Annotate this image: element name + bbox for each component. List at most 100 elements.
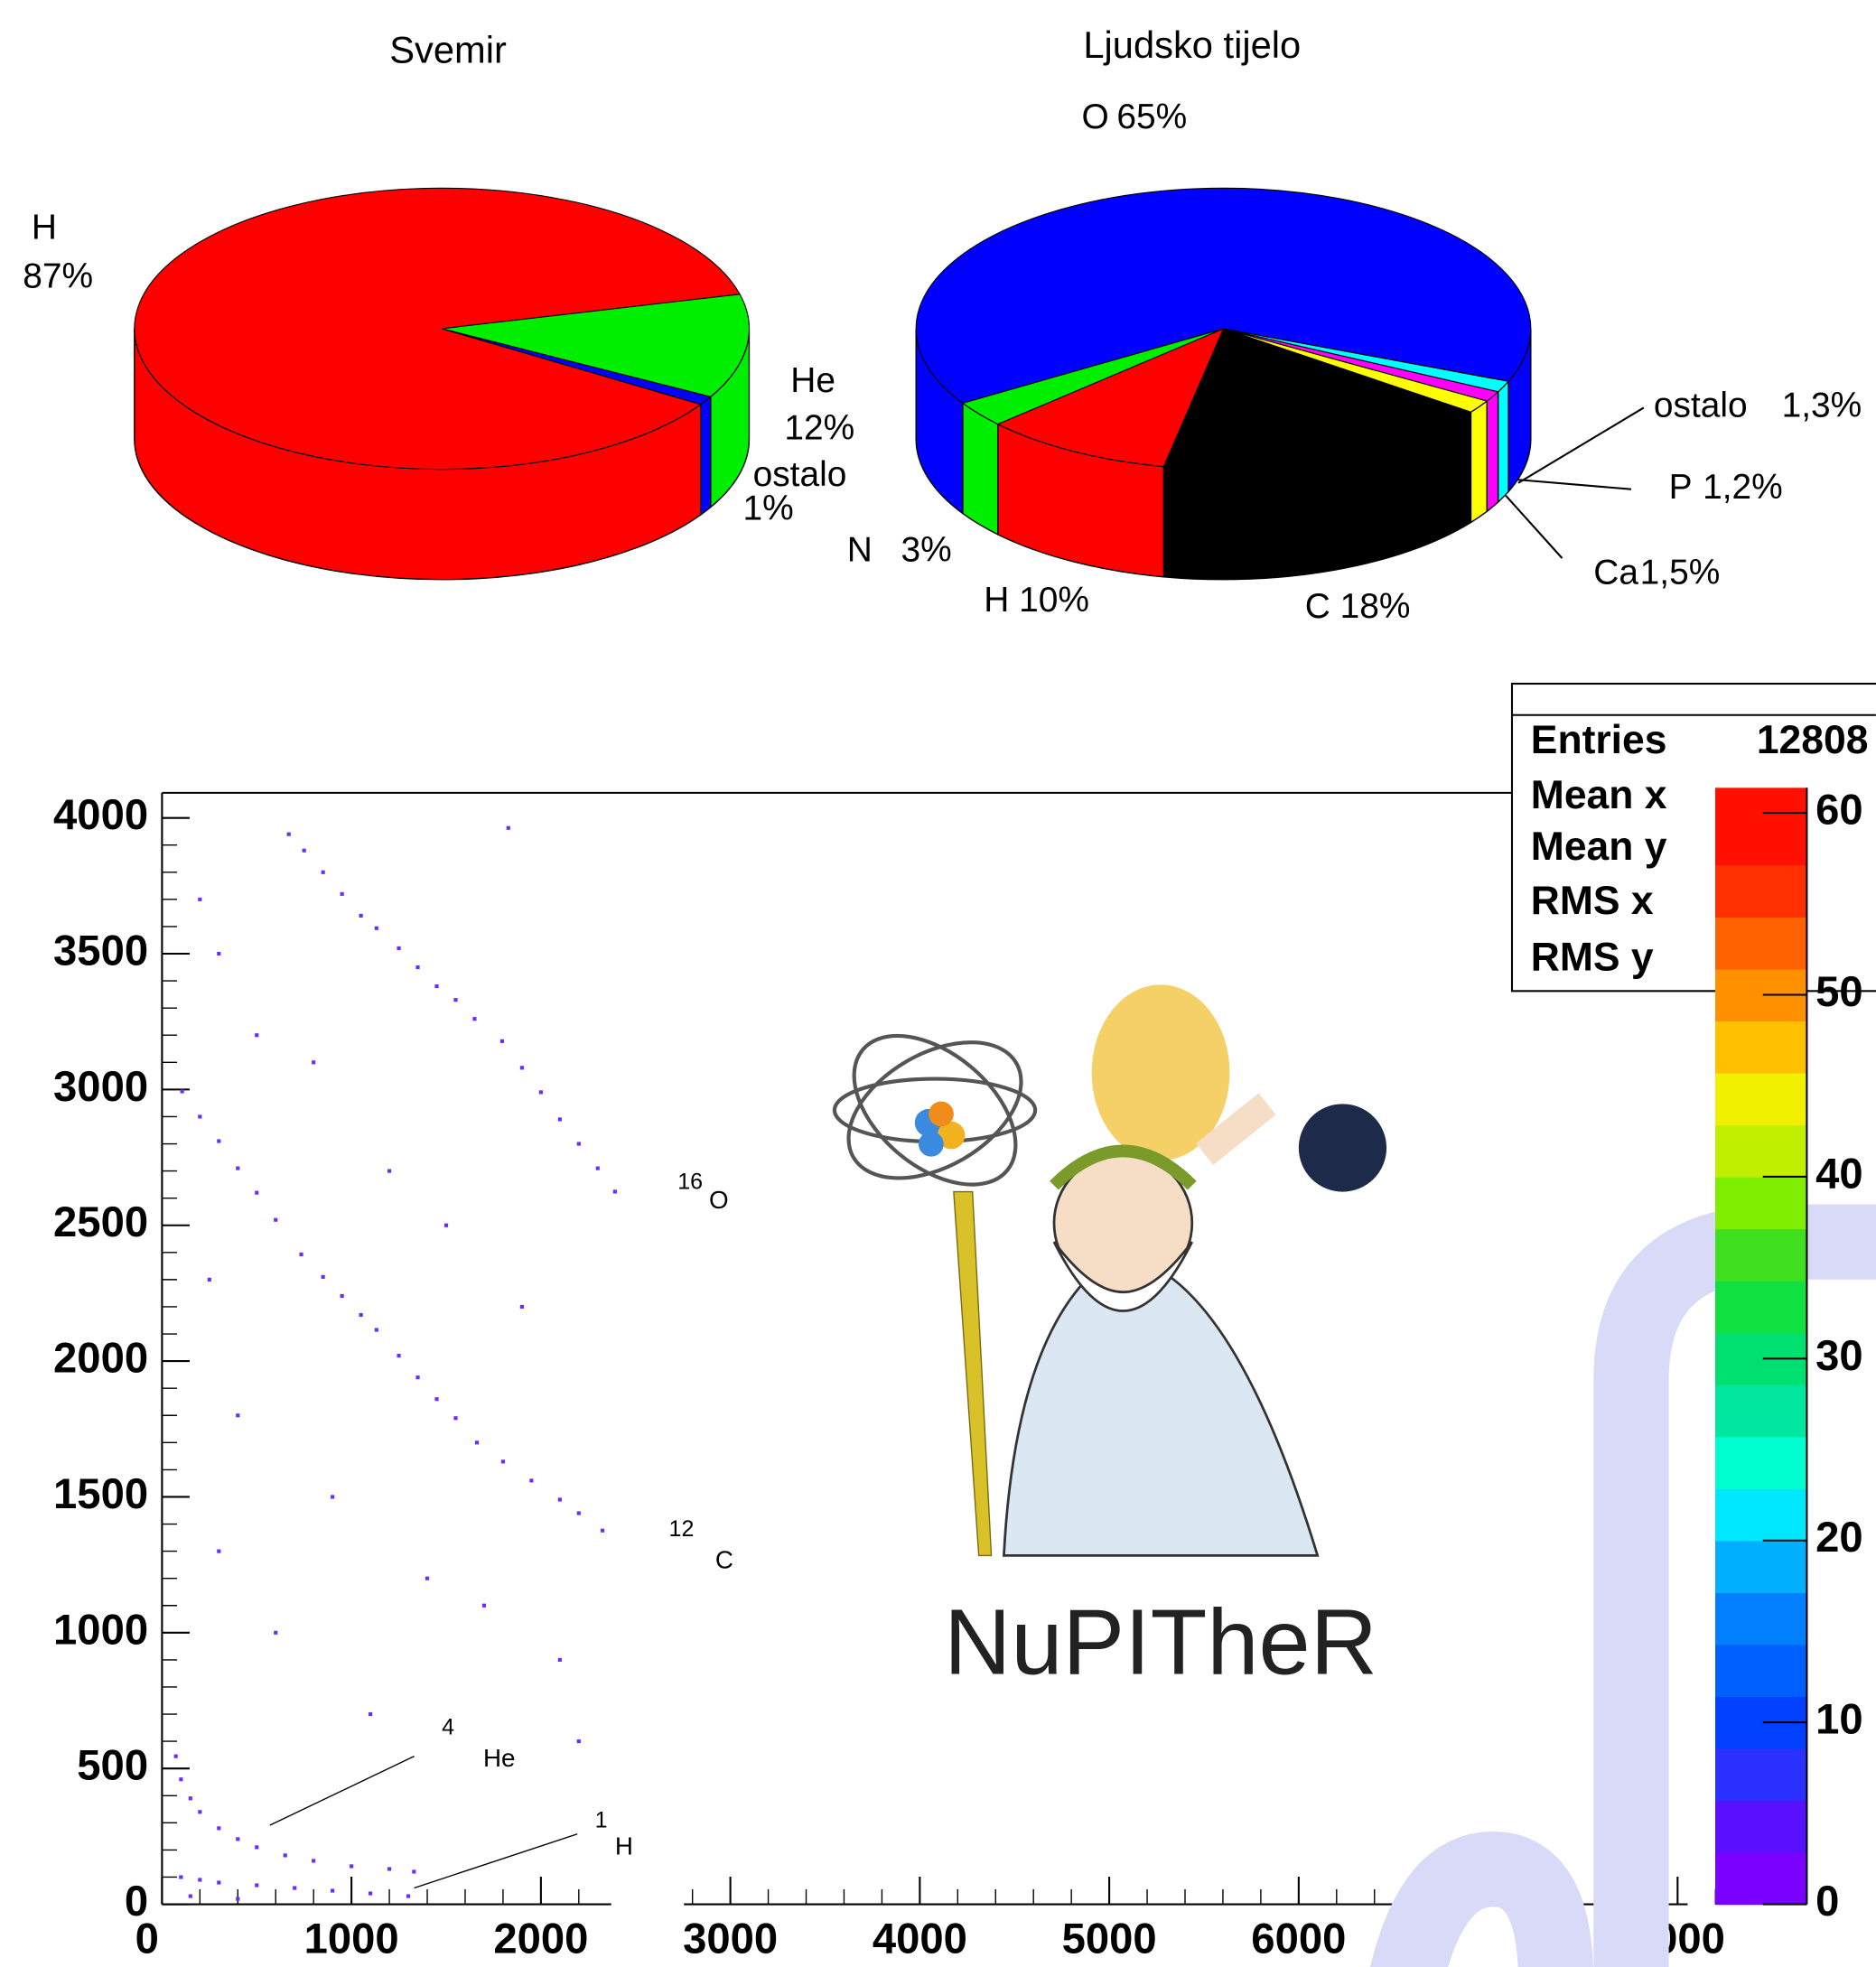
annotation: C <box>715 1546 733 1574</box>
point <box>500 1039 504 1043</box>
point <box>415 965 419 969</box>
point <box>299 1253 303 1256</box>
colorbar-band <box>1715 1592 1806 1645</box>
pie-side <box>1487 392 1498 512</box>
y-tick-label: 3500 <box>53 927 148 974</box>
slice-value-label: 65% <box>1116 98 1187 136</box>
colorbar-band <box>1715 1488 1806 1541</box>
point <box>475 1440 479 1444</box>
point <box>369 1891 372 1895</box>
point <box>425 1577 429 1580</box>
stats-label: RMS y <box>1531 935 1654 979</box>
point <box>359 1313 363 1317</box>
slice-label: H <box>984 581 1009 620</box>
slice-value-label: 87% <box>23 257 93 296</box>
colorbar-band <box>1715 1021 1806 1073</box>
collage: Svemir Ljudsko tijelo NuPITheR H87%He12%… <box>0 0 1876 1967</box>
point <box>482 1604 486 1608</box>
pie-title: Ljudsko tijelo <box>1083 23 1301 66</box>
pie-title: Svemir <box>389 28 507 70</box>
point <box>359 914 363 918</box>
slice-label: N <box>847 530 873 569</box>
pie-side <box>1470 401 1487 522</box>
point <box>406 1894 410 1897</box>
slice-label: Ca <box>1593 553 1638 592</box>
slice-value-label: 1,2% <box>1703 468 1783 507</box>
colorbar-band <box>1715 1228 1806 1281</box>
point <box>577 1142 581 1145</box>
colorbar-band <box>1715 1437 1806 1489</box>
colorbar-band <box>1715 1384 1806 1437</box>
slice-label: H <box>32 208 57 247</box>
point <box>274 1631 277 1635</box>
page: {"chart_data":[ {"type":"pie","title":"S… <box>0 0 1876 1967</box>
point <box>236 1166 239 1170</box>
pie-side <box>701 396 711 515</box>
y-tick-label: 4000 <box>53 791 148 839</box>
point <box>217 1550 220 1553</box>
point <box>312 1859 315 1862</box>
point <box>577 1511 581 1515</box>
stats-label: RMS x <box>1531 879 1654 923</box>
colorbar-label: 40 <box>1815 1150 1863 1198</box>
point <box>198 1114 201 1118</box>
stats-label: Mean y <box>1531 825 1667 869</box>
slice-value-label: 18% <box>1340 587 1411 626</box>
point <box>217 1826 220 1830</box>
colorbar-label: 20 <box>1815 1514 1863 1561</box>
point <box>375 927 378 930</box>
point <box>255 1191 258 1195</box>
point <box>236 1413 239 1417</box>
point <box>255 1883 258 1887</box>
point <box>444 1224 448 1227</box>
point <box>387 1867 391 1870</box>
point <box>341 1294 344 1298</box>
annotation: He <box>483 1744 516 1772</box>
point <box>322 871 325 874</box>
point <box>613 1189 617 1193</box>
point <box>520 1305 524 1309</box>
colorbar-band <box>1715 813 1806 865</box>
colorbar-band <box>1715 1073 1806 1125</box>
point <box>507 826 510 830</box>
point <box>255 1845 258 1849</box>
point <box>179 1777 182 1781</box>
colorbar-band <box>1715 1748 1806 1801</box>
annotation-mass: 4 <box>442 1715 454 1740</box>
logo-text: NuPITheR <box>944 1590 1377 1694</box>
annotation: O <box>709 1186 729 1214</box>
point <box>217 952 220 956</box>
colorbar-band <box>1715 865 1806 918</box>
stats-label: Mean x <box>1531 773 1667 817</box>
point <box>181 1089 184 1093</box>
point <box>501 1459 505 1463</box>
slice-value-label: 3% <box>901 530 952 569</box>
colorbar-band <box>1715 1852 1806 1905</box>
colorbar-band <box>1715 1541 1806 1593</box>
x-tick-label: 2000 <box>493 1916 588 1963</box>
point <box>596 1166 600 1170</box>
annotation-mass: 1 <box>595 1807 608 1832</box>
point <box>287 833 291 836</box>
colorbar-band <box>1715 917 1806 969</box>
colorbar-label: 50 <box>1815 968 1863 1016</box>
point <box>189 1894 192 1897</box>
point <box>331 1888 334 1892</box>
point <box>453 998 457 1002</box>
point <box>558 1497 562 1501</box>
point <box>412 1869 415 1873</box>
y-tick-label: 1000 <box>53 1606 148 1654</box>
point <box>293 1886 296 1889</box>
colorbar-band <box>1715 1177 1806 1229</box>
colorbar-band <box>1715 1645 1806 1697</box>
x-tick-label: 1000 <box>304 1916 399 1963</box>
colorbar-band <box>1715 788 1806 816</box>
stats-value: 12808 <box>1757 718 1869 762</box>
point <box>255 1033 258 1037</box>
colorbar-band <box>1715 1800 1806 1852</box>
x-tick-label: 6000 <box>1251 1916 1346 1963</box>
point <box>387 1170 391 1173</box>
pie-side <box>963 403 998 534</box>
point <box>341 892 344 896</box>
point <box>434 984 438 988</box>
